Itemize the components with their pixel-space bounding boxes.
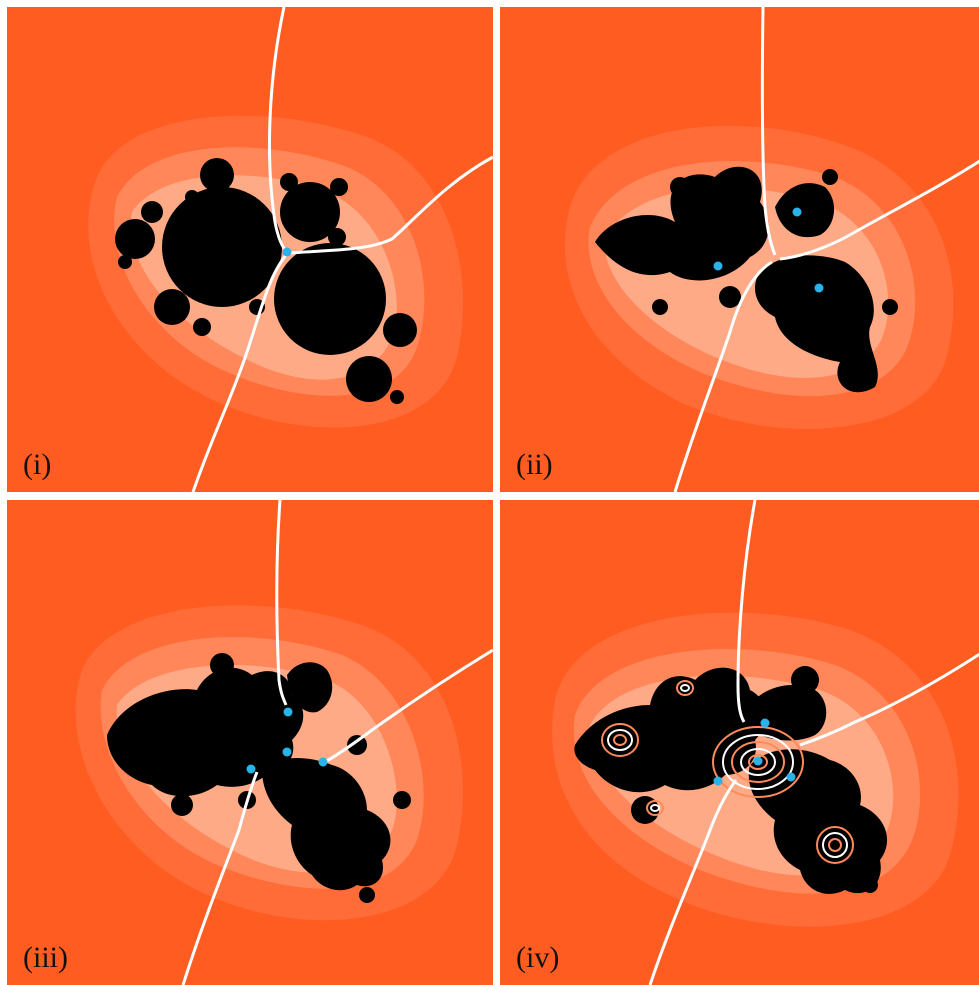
panel-label: (ii) <box>516 448 553 481</box>
ray-bottom <box>181 771 259 985</box>
panel-i: (i) <box>7 7 493 492</box>
spiral-regions <box>601 680 854 864</box>
ray-right <box>289 155 493 255</box>
spiral-right <box>816 826 854 864</box>
ray-top <box>736 500 757 723</box>
julia-set-figure-iii <box>75 500 493 985</box>
julia-set <box>115 158 417 404</box>
spiral-lower-left <box>646 800 664 816</box>
panel-ii: (ii) <box>500 7 979 492</box>
panel-label: (iii) <box>23 941 68 974</box>
ray-top <box>760 7 777 256</box>
marked-point <box>246 764 256 774</box>
marked-point <box>753 756 763 766</box>
ray-right <box>324 648 493 764</box>
marked-point <box>282 747 292 757</box>
ray-right <box>779 159 979 261</box>
julia-set-figure-ii <box>564 7 979 492</box>
panel-iv: (iv) <box>500 500 979 985</box>
marked-point <box>282 247 292 257</box>
marked-point <box>814 283 824 293</box>
marked-point <box>786 772 796 782</box>
external-rays <box>673 7 979 492</box>
marked-point <box>760 718 770 728</box>
external-rays <box>648 500 979 985</box>
spiral-left <box>601 723 639 757</box>
ray-top <box>275 500 288 706</box>
ray-bottom <box>648 779 738 985</box>
panel-label: (iv) <box>516 941 560 974</box>
julia-set <box>107 653 411 903</box>
panel-label: (i) <box>23 448 52 481</box>
spiral-center <box>712 726 804 798</box>
marked-point <box>792 207 802 217</box>
marked-point <box>713 776 723 786</box>
marked-point <box>713 261 723 271</box>
ray-right <box>799 652 979 747</box>
marked-point <box>283 707 293 717</box>
ray-top <box>268 7 289 254</box>
external-rays <box>191 7 493 492</box>
julia-set-figure-iv <box>552 500 979 985</box>
panel-iii: (iii) <box>7 500 493 985</box>
ray-bottom <box>673 260 773 492</box>
julia-set <box>574 666 888 894</box>
external-rays <box>181 500 493 985</box>
marked-point <box>318 757 328 767</box>
spiral-upper-left <box>676 680 694 696</box>
ray-bottom <box>191 253 289 492</box>
julia-set-figure-i <box>88 7 493 492</box>
julia-set <box>595 166 898 393</box>
